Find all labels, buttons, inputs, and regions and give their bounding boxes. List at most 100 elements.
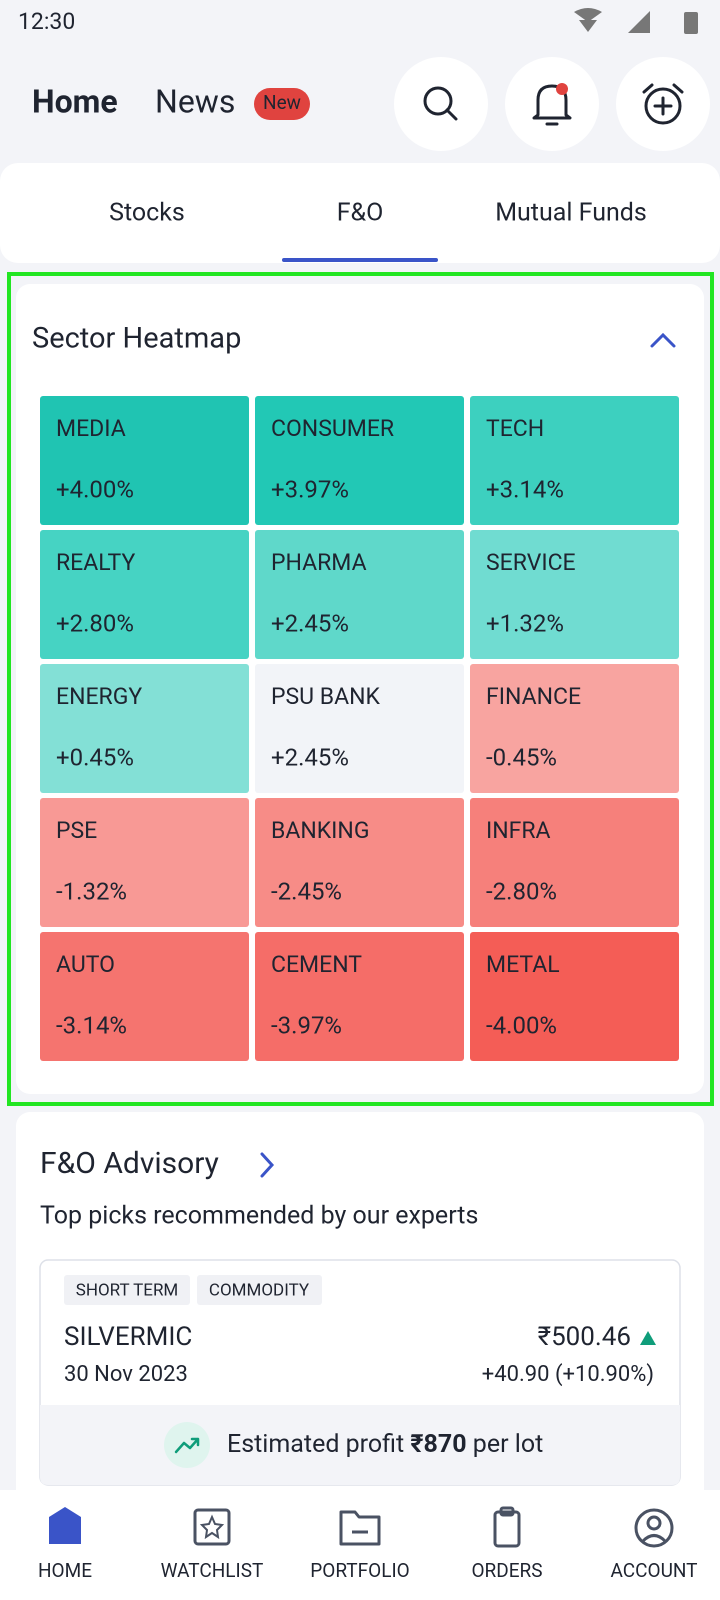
nav-label[interactable]: PORTFOLIO bbox=[310, 1559, 409, 1582]
profit-row-bg bbox=[40, 1405, 680, 1485]
heatmap-tile[interactable]: PSU BANK +2.45% bbox=[255, 664, 464, 793]
wifi-icon bbox=[574, 8, 602, 32]
nav-label[interactable]: WATCHLIST bbox=[161, 1559, 264, 1582]
heatmap-tile[interactable]: SERVICE +1.32% bbox=[470, 530, 679, 659]
orders-icon bbox=[493, 1506, 521, 1548]
heatmap-tile[interactable]: PSE -1.32% bbox=[40, 798, 249, 927]
tile-change: +1.32% bbox=[486, 609, 564, 637]
heatmap-tile[interactable]: METAL -4.00% bbox=[470, 932, 679, 1061]
alarm-icon bbox=[644, 87, 682, 125]
tile-bg bbox=[255, 664, 464, 793]
tile-name: ENERGY bbox=[56, 683, 142, 710]
symbol: SILVERMIC bbox=[64, 1322, 192, 1352]
tile-bg bbox=[255, 396, 464, 525]
search-button[interactable] bbox=[394, 57, 488, 151]
heatmap-tile[interactable]: REALTY +2.80% bbox=[40, 530, 249, 659]
signal-icon bbox=[628, 11, 650, 33]
tile-bg bbox=[255, 932, 464, 1061]
segment-tab[interactable]: Stocks bbox=[109, 199, 185, 228]
change: +40.90 (+10.90%) bbox=[482, 1362, 654, 1387]
pick-card[interactable]: SHORT TERM COMMODITY SILVERMIC ₹500.46 3… bbox=[39, 1259, 681, 1486]
tile-change: +2.80% bbox=[56, 609, 134, 637]
button-bg bbox=[394, 57, 488, 151]
heatmap-grid: MEDIA +4.00% CONSUMER +3.97% TECH +3.14% REALT… bbox=[40, 396, 679, 1061]
heatmap-tile[interactable]: INFRA -2.80% bbox=[470, 798, 679, 927]
advisory-chevron[interactable] bbox=[260, 1152, 275, 1178]
profit-text: Estimated profit ₹870 per lot bbox=[227, 1430, 543, 1459]
tile-name: BANKING bbox=[271, 817, 370, 844]
tile-change: -0.45% bbox=[486, 743, 557, 771]
watchlist-icon bbox=[193, 1508, 231, 1546]
tag: COMMODITY bbox=[209, 1280, 310, 1300]
nav-label[interactable]: ACCOUNT bbox=[610, 1559, 697, 1582]
status-time: 12:30 bbox=[18, 8, 75, 35]
news-heading[interactable]: News bbox=[155, 82, 235, 120]
tile-bg bbox=[255, 798, 464, 927]
tile-name: SERVICE bbox=[486, 549, 576, 576]
heatmap-tile[interactable]: TECH +3.14% bbox=[470, 396, 679, 525]
alerts-button[interactable] bbox=[616, 57, 710, 151]
segment-tabs-bg bbox=[0, 163, 720, 263]
tag-bg bbox=[64, 1275, 190, 1305]
nav-label[interactable]: ORDERS bbox=[471, 1559, 542, 1582]
highlight-box bbox=[7, 272, 714, 1106]
heatmap-tile[interactable]: FINANCE -0.45% bbox=[470, 664, 679, 793]
segment-tabs: Stocks F&O Mutual Funds bbox=[109, 199, 647, 262]
heatmap-tile[interactable]: CEMENT -3.97% bbox=[255, 932, 464, 1061]
tile-change: -3.97% bbox=[271, 1011, 342, 1039]
alarm-icon bbox=[642, 83, 684, 116]
tag-bg bbox=[197, 1275, 322, 1305]
price: ₹500.46 bbox=[538, 1322, 631, 1352]
bell-icon bbox=[532, 84, 572, 120]
advisory-title[interactable]: F&O Advisory bbox=[40, 1146, 219, 1181]
tile-change: -4.00% bbox=[486, 1011, 557, 1039]
profit-amount: ₹870 bbox=[410, 1430, 466, 1459]
collapse-chevron[interactable] bbox=[650, 332, 676, 348]
segment-tab[interactable]: F&O bbox=[337, 199, 384, 228]
profit-prefix: Estimated profit bbox=[227, 1430, 404, 1459]
heatmap-tile[interactable]: ENERGY +0.45% bbox=[40, 664, 249, 793]
tile-name: CEMENT bbox=[271, 951, 362, 978]
up-arrow bbox=[640, 1331, 656, 1345]
nav-label[interactable]: HOME bbox=[38, 1559, 92, 1582]
heatmap-tile[interactable]: AUTO -3.14% bbox=[40, 932, 249, 1061]
trend-icon bbox=[174, 1437, 200, 1454]
tile-bg bbox=[470, 664, 679, 793]
tag: SHORT TERM bbox=[76, 1280, 179, 1300]
battery-icon bbox=[684, 12, 698, 34]
tile-name: CONSUMER bbox=[271, 415, 394, 442]
tile-bg bbox=[40, 932, 249, 1061]
segment-tab[interactable]: Mutual Funds bbox=[495, 199, 647, 228]
notifications-button[interactable] bbox=[505, 57, 599, 151]
tile-name: PHARMA bbox=[271, 549, 367, 576]
tile-bg bbox=[255, 530, 464, 659]
tile-change: -2.80% bbox=[486, 877, 557, 905]
new-badge bbox=[254, 88, 310, 120]
heatmap-tile[interactable]: CONSUMER +3.97% bbox=[255, 396, 464, 525]
portfolio-icon bbox=[339, 1510, 381, 1546]
tile-name: PSE bbox=[56, 817, 97, 844]
heatmap-title: Sector Heatmap bbox=[32, 322, 241, 356]
tile-name: METAL bbox=[486, 951, 560, 978]
tile-name: REALTY bbox=[56, 549, 135, 576]
tile-change: +4.00% bbox=[56, 475, 134, 503]
tile-bg bbox=[40, 396, 249, 525]
account-icon bbox=[634, 1508, 674, 1548]
nav-icons bbox=[49, 1506, 674, 1548]
status-icons bbox=[574, 8, 698, 34]
tile-name: AUTO bbox=[56, 951, 115, 978]
tile-change: +2.45% bbox=[271, 609, 349, 637]
tile-bg bbox=[470, 932, 679, 1061]
heatmap-tile[interactable]: MEDIA +4.00% bbox=[40, 396, 249, 525]
search-icon bbox=[445, 108, 458, 121]
home-heading[interactable]: Home bbox=[32, 82, 118, 120]
tile-change: +3.97% bbox=[271, 475, 349, 503]
tile-name: MEDIA bbox=[56, 415, 126, 442]
advisory-subtitle: Top picks recommended by our experts bbox=[40, 1202, 478, 1231]
tile-change: -3.14% bbox=[56, 1011, 127, 1039]
heatmap-tile[interactable]: BANKING -2.45% bbox=[255, 798, 464, 927]
home-icon bbox=[49, 1507, 81, 1544]
tile-bg bbox=[40, 664, 249, 793]
heatmap-tile[interactable]: PHARMA +2.45% bbox=[255, 530, 464, 659]
